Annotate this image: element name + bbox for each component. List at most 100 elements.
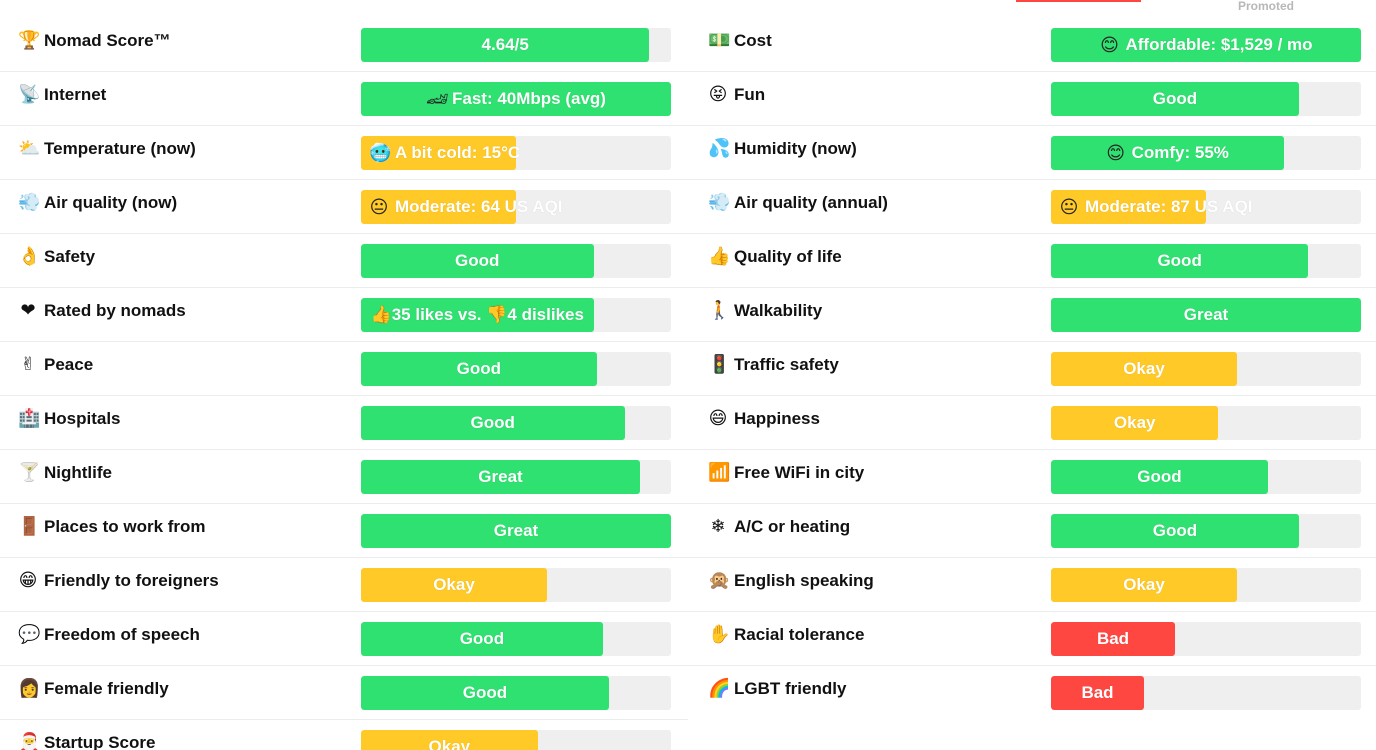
score-bar-fill xyxy=(1051,298,1361,332)
score-bar[interactable]: 😐 Moderate: 64 US AQI xyxy=(361,190,671,224)
score-label: 👌 Safety xyxy=(18,246,95,267)
score-bar[interactable]: 4.64/5 xyxy=(361,28,671,62)
score-row-air-quality-now[interactable]: 💨 Air quality (now) 😐 Moderate: 64 US AQI xyxy=(0,180,688,234)
smile-icon: 😁 xyxy=(18,570,38,591)
score-label-text: Internet xyxy=(44,84,107,104)
score-bar[interactable]: Good xyxy=(361,622,671,656)
score-row-happiness[interactable]: 😄 Happiness Okay xyxy=(688,396,1376,450)
satellite-dish-icon: 📡 xyxy=(18,84,41,105)
wind-icon: 💨 xyxy=(18,192,41,213)
score-label: 💨 Air quality (now) xyxy=(18,192,177,213)
score-bar[interactable]: Great xyxy=(361,460,671,494)
score-bar[interactable]: 🥶 A bit cold: 15°C xyxy=(361,136,671,170)
score-row-lgbt-friendly[interactable]: 🌈 LGBT friendly Bad xyxy=(688,666,1376,719)
score-bar[interactable]: Good xyxy=(1051,460,1361,494)
score-bar-fill xyxy=(1051,28,1361,62)
score-row-walkability[interactable]: 🚶 Walkability Great xyxy=(688,288,1376,342)
score-bar-fill xyxy=(1051,622,1175,656)
score-label: 🍸 Nightlife xyxy=(18,462,112,483)
score-bar[interactable]: 😐 Moderate: 87 US AQI xyxy=(1051,190,1361,224)
scores-grid: 🏆 Nomad Score™ 4.64/5 📡 Internet 🏎 Fast: 40Mbp… xyxy=(0,18,1376,750)
score-row-fun[interactable]: 😝 Fun Good xyxy=(688,72,1376,126)
score-bar-fill xyxy=(1051,136,1284,170)
score-bar[interactable]: 😊 Affordable: $1,529 / mo xyxy=(1051,28,1361,62)
score-label: 👍 Quality of life xyxy=(708,246,842,267)
score-row-temperature-now[interactable]: ⛅ Temperature (now) 🥶 A bit cold: 15°C xyxy=(0,126,688,180)
score-row-racial-tolerance[interactable]: ✋ Racial tolerance Bad xyxy=(688,612,1376,666)
score-bar[interactable]: Good xyxy=(1051,514,1361,548)
score-bar[interactable]: Okay xyxy=(1051,352,1361,386)
score-bar[interactable]: Okay xyxy=(361,568,671,602)
score-label: 🌈 LGBT friendly xyxy=(708,678,846,699)
score-row-internet[interactable]: 📡 Internet 🏎 Fast: 40Mbps (avg) xyxy=(0,72,688,126)
score-label-text: Rated by nomads xyxy=(44,300,186,320)
sun-cloud-icon: ⛅ xyxy=(18,138,41,159)
score-label: 🎅 Startup Score xyxy=(18,732,155,750)
score-row-freedom-of-speech[interactable]: 💬 Freedom of speech Good xyxy=(0,612,688,666)
score-bar-fill xyxy=(361,514,671,548)
score-label: 🚪 Places to work from xyxy=(18,516,206,537)
cocktail-icon: 🍸 xyxy=(18,462,41,483)
score-bar-fill xyxy=(1051,676,1144,710)
score-bar[interactable]: Bad xyxy=(1051,676,1361,710)
score-row-air-quality-annual[interactable]: 💨 Air quality (annual) 😐 Moderate: 87 US AQ… xyxy=(688,180,1376,234)
raised-hands-icon: ✋ xyxy=(708,624,731,645)
laughing-icon: 😝 xyxy=(708,84,728,105)
score-row-safety[interactable]: 👌 Safety Good xyxy=(0,234,688,288)
score-label: 😁 Friendly to foreigners xyxy=(18,570,219,591)
door-icon: 🚪 xyxy=(18,516,41,537)
score-row-traffic-safety[interactable]: 🚦 Traffic safety Okay xyxy=(688,342,1376,396)
score-bar[interactable]: Good xyxy=(361,676,671,710)
score-row-a-c-or-heating[interactable]: ❄ A/C or heating Good xyxy=(688,504,1376,558)
score-label: ❄ A/C or heating xyxy=(708,516,850,537)
score-bar-fill xyxy=(361,460,640,494)
score-row-cost[interactable]: 💵 Cost 😊 Affordable: $1,529 / mo xyxy=(688,18,1376,72)
score-label-text: Air quality (now) xyxy=(44,192,178,212)
score-row-startup-score[interactable]: 🎅 Startup Score Okay xyxy=(0,720,688,750)
score-bar[interactable]: 🏎 Fast: 40Mbps (avg) xyxy=(361,82,671,116)
score-row-places-to-work-from[interactable]: 🚪 Places to work from Great xyxy=(0,504,688,558)
score-bar[interactable]: Good xyxy=(1051,82,1361,116)
score-row-rated-by-nomads[interactable]: ❤ Rated by nomads 👍35 likes vs. 👎4 dislike… xyxy=(0,288,688,342)
score-label: 🚦 Traffic safety xyxy=(708,354,839,375)
right-score-column: 💵 Cost 😊 Affordable: $1,529 / mo 😝 Fun Good 💦 Hu… xyxy=(688,18,1376,750)
score-bar-fill xyxy=(1051,406,1219,440)
score-label: 💦 Humidity (now) xyxy=(708,138,857,159)
score-bar[interactable]: Okay xyxy=(1051,406,1361,440)
droplets-icon: 💦 xyxy=(708,138,731,159)
score-bar[interactable]: Great xyxy=(361,514,671,548)
score-row-hospitals[interactable]: 🏥 Hospitals Good xyxy=(0,396,688,450)
score-bar[interactable]: Okay xyxy=(361,730,671,750)
score-bar[interactable]: Okay xyxy=(1051,568,1361,602)
score-bar[interactable]: Bad xyxy=(1051,622,1361,656)
wind-icon: 💨 xyxy=(708,192,731,213)
score-row-free-wifi-in-city[interactable]: 📶 Free WiFi in city Good xyxy=(688,450,1376,504)
rainbow-icon: 🌈 xyxy=(708,678,731,699)
score-row-peace[interactable]: ✌ Peace Good xyxy=(0,342,688,396)
score-bar[interactable]: Great xyxy=(1051,298,1361,332)
score-row-english-speaking[interactable]: 🙊 English speaking Okay xyxy=(688,558,1376,612)
score-bar-fill xyxy=(1051,82,1299,116)
score-label-text: Peace xyxy=(44,354,94,374)
score-bar[interactable]: Good xyxy=(361,244,671,278)
score-bar[interactable]: Good xyxy=(1051,244,1361,278)
score-row-humidity-now[interactable]: 💦 Humidity (now) 😊 Comfy: 55% xyxy=(688,126,1376,180)
score-row-friendly-to-foreigners[interactable]: 😁 Friendly to foreigners Okay xyxy=(0,558,688,612)
score-label: 🏆 Nomad Score™ xyxy=(18,30,171,51)
score-bar-fill xyxy=(361,676,609,710)
score-bar-fill xyxy=(361,730,538,750)
score-label-text: Traffic safety xyxy=(734,354,839,374)
score-bar[interactable]: Good xyxy=(361,406,671,440)
score-label-text: Humidity (now) xyxy=(734,138,857,158)
score-label-text: Freedom of speech xyxy=(44,624,200,644)
score-bar[interactable]: 😊 Comfy: 55% xyxy=(1051,136,1361,170)
score-row-nomad-score[interactable]: 🏆 Nomad Score™ 4.64/5 xyxy=(0,18,688,72)
score-bar-fill xyxy=(1051,460,1268,494)
score-bar[interactable]: 👍35 likes vs. 👎4 dislikes xyxy=(361,298,671,332)
score-label-text: Female friendly xyxy=(44,678,169,698)
score-row-female-friendly[interactable]: 👩 Female friendly Good xyxy=(0,666,688,720)
score-bar[interactable]: Good xyxy=(361,352,671,386)
score-row-nightlife[interactable]: 🍸 Nightlife Great xyxy=(0,450,688,504)
score-row-quality-of-life[interactable]: 👍 Quality of life Good xyxy=(688,234,1376,288)
